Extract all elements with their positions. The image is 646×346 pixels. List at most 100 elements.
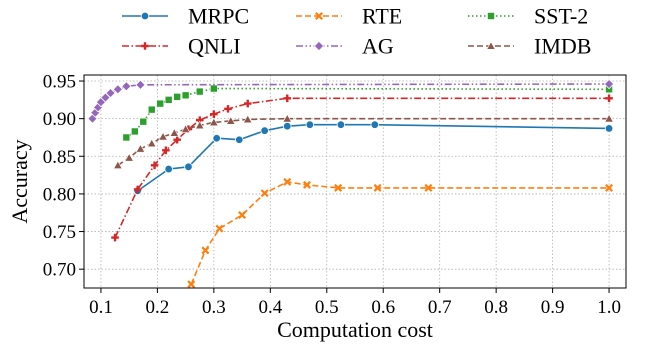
- data-point-sst-2: [139, 117, 148, 126]
- series-rte: [187, 177, 614, 289]
- legend-label: QNLI: [188, 34, 241, 59]
- series-sst-2: [122, 84, 613, 142]
- data-point-mrpc: [212, 134, 221, 143]
- y-axis-label: Accuracy: [7, 139, 32, 223]
- data-point-sst-2: [195, 87, 204, 96]
- data-point-qnli: [210, 110, 218, 118]
- legend-label: AG: [362, 34, 394, 59]
- legend-marker: [141, 42, 149, 50]
- x-tick-label: 1.0: [597, 297, 621, 318]
- data-point-mrpc: [336, 120, 346, 129]
- data-point-qnli: [283, 94, 292, 103]
- legend-label: IMDB: [534, 34, 591, 59]
- data-point-rte: [215, 224, 224, 233]
- data-point-rte: [260, 189, 269, 198]
- data-point-imdb: [147, 138, 157, 148]
- data-point-ag: [121, 81, 132, 92]
- data-point-mrpc: [235, 135, 244, 144]
- series-layer: [87, 78, 615, 289]
- y-tick-label: 0.90: [43, 109, 76, 130]
- series-mrpc: [133, 120, 614, 196]
- series-imdb: [113, 113, 614, 169]
- data-point-mrpc: [604, 124, 614, 133]
- data-point-mrpc: [370, 120, 379, 129]
- data-point-ag: [135, 79, 146, 90]
- legend-label: SST-2: [534, 4, 588, 29]
- y-tick-label: 0.85: [43, 147, 76, 168]
- data-point-imdb: [169, 128, 180, 137]
- y-tick-label: 0.70: [43, 260, 76, 281]
- data-point-sst-2: [147, 105, 156, 114]
- plot-area: [84, 75, 626, 288]
- legend: MRPC RTE SST-2 QNLI AG IMDB: [122, 4, 591, 59]
- legend-marker: [486, 41, 496, 50]
- data-point-rte: [303, 180, 311, 189]
- data-point-qnli: [243, 99, 252, 108]
- data-point-ag: [112, 84, 124, 95]
- data-point-mrpc: [164, 164, 173, 174]
- series-ag: [87, 78, 615, 124]
- series-line-qnli: [114, 97, 610, 238]
- x-axis-label: Computation cost: [277, 317, 433, 342]
- data-point-sst-2: [156, 99, 165, 108]
- legend-marker: [315, 12, 323, 20]
- data-point-imdb: [158, 131, 168, 141]
- series-qnli: [111, 94, 613, 242]
- data-point-rte: [283, 177, 292, 186]
- y-tick-label: 0.80: [43, 184, 76, 205]
- data-point-sst-2: [181, 91, 190, 100]
- x-tick-label: 0.2: [146, 297, 170, 318]
- data-point-imdb: [604, 113, 614, 123]
- legend-marker: [313, 40, 325, 52]
- data-point-mrpc: [283, 121, 292, 131]
- data-point-imdb: [282, 113, 292, 123]
- data-point-ag: [105, 87, 116, 99]
- data-point-rte: [605, 183, 614, 192]
- data-point-sst-2: [164, 96, 173, 104]
- legend-item-rte: RTE: [296, 4, 402, 29]
- x-tick-label: 0.8: [484, 297, 508, 318]
- legend-label: MRPC: [188, 4, 249, 29]
- data-point-rte: [373, 183, 382, 192]
- data-point-rte: [238, 211, 247, 219]
- x-tick-label: 0.3: [202, 297, 226, 318]
- data-point-qnli: [173, 135, 181, 144]
- legend-item-sst-2: SST-2: [468, 4, 588, 29]
- x-tick-label: 0.1: [89, 297, 113, 318]
- legend-item-imdb: IMDB: [468, 34, 591, 59]
- data-point-rte: [201, 246, 210, 255]
- legend-label: RTE: [362, 4, 402, 29]
- data-point-imdb: [243, 114, 253, 124]
- data-point-qnli: [111, 233, 119, 242]
- x-tick-label: 0.4: [258, 297, 282, 318]
- legend-item-qnli: QNLI: [122, 34, 241, 59]
- data-point-imdb: [135, 143, 146, 153]
- legend-marker: [487, 12, 495, 20]
- data-point-qnli: [133, 185, 142, 194]
- data-point-sst-2: [131, 127, 139, 136]
- x-tick-label: 0.7: [428, 297, 452, 318]
- data-point-qnli: [605, 94, 613, 103]
- data-point-imdb: [180, 124, 191, 133]
- data-point-sst-2: [210, 84, 218, 93]
- legend-marker: [140, 11, 150, 21]
- data-point-mrpc: [260, 126, 269, 135]
- data-point-sst-2: [122, 133, 131, 142]
- x-tick-label: 0.6: [371, 297, 395, 318]
- plot-frame: [83, 74, 627, 289]
- grid-lines: [84, 75, 626, 288]
- data-point-qnli: [224, 105, 232, 113]
- legend-item-ag: AG: [296, 34, 394, 59]
- data-point-ag: [603, 78, 615, 90]
- y-axis: 0.70 0.75 0.80 0.85 0.90 0.95: [43, 72, 84, 281]
- legend-item-mrpc: MRPC: [122, 4, 249, 29]
- data-point-rte: [424, 183, 433, 192]
- data-point-sst-2: [173, 93, 181, 101]
- x-axis: 0.1 0.2 0.3 0.4 0.5 0.6 0.7 0.8 0.9 1.0: [89, 288, 621, 318]
- data-point-qnli: [162, 146, 170, 155]
- y-tick-label: 0.75: [43, 222, 76, 243]
- data-point-mrpc: [184, 162, 193, 172]
- y-tick-label: 0.95: [43, 72, 76, 93]
- data-point-imdb: [124, 152, 134, 162]
